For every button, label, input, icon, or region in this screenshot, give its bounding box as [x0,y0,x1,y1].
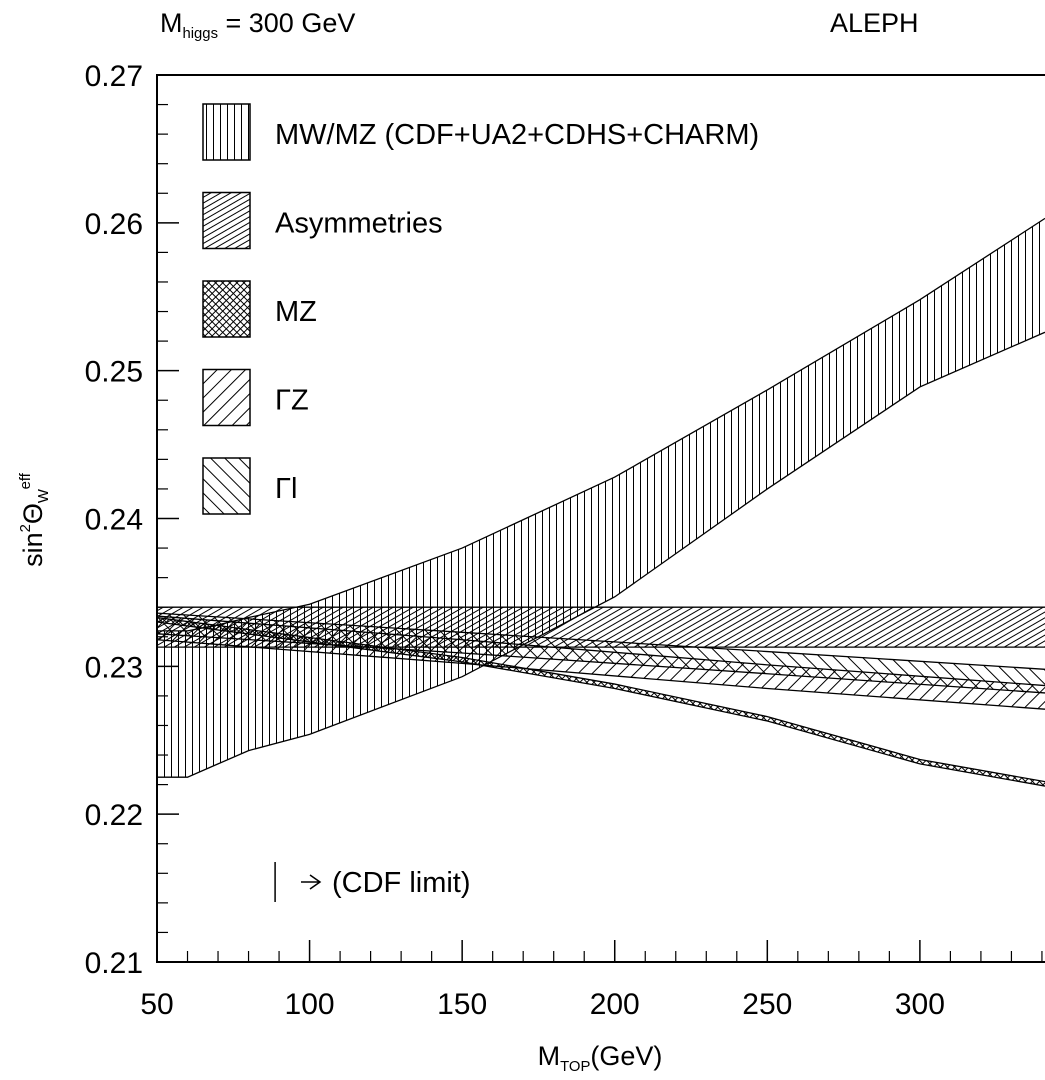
y-tick-label: 0.25 [85,356,143,389]
x-tick-label: 150 [437,988,487,1021]
y-tick-label: 0.26 [85,208,143,241]
band [157,617,1045,787]
x-axis-label-part: (GeV) [590,1041,662,1071]
legend-label: MW/MZ (CDF+UA2+CDHS+CHARM) [275,119,759,151]
arrow [301,874,322,890]
band-lower-edge [157,639,1045,710]
y-axis-label-part: Θ [18,503,48,524]
x-tick-label: 200 [590,988,640,1021]
x-tick-label: 100 [285,988,335,1021]
x-axis-label-part: TOP [560,1059,590,1075]
legend-swatch [202,457,251,515]
legend-label: Asymmetries [275,208,443,240]
band-lower-edge [157,621,1045,787]
plot-area [157,217,1045,787]
y-tick-label: 0.27 [85,60,143,93]
legend-swatch [202,280,251,338]
legend-label: Γl [275,473,297,505]
x-axis-label-part: M [538,1041,561,1071]
annotation-label: (CDF limit) [332,867,471,899]
x-tick-label: 300 [895,988,945,1021]
band-upper-edge [157,612,1045,670]
y-axis-label: sin2ΘWeff [18,472,52,567]
experiment-label: ALEPH [830,8,919,38]
legend-label: MZ [275,296,317,328]
y-tick-label: 0.24 [85,504,143,537]
y-axis-label-part: W [36,489,52,503]
chart-title-part: M [160,8,183,38]
chart-title: Mhiggs = 300 GeV [160,8,355,42]
y-tick-label: 0.21 [85,947,143,980]
band-upper-edge [157,616,1045,783]
y-tick-label: 0.22 [85,799,143,832]
legend-swatch [202,368,251,427]
y-axis-label-part: 2 [18,524,34,532]
chart-title-part: = 300 GeV [218,8,355,38]
legend-label: ΓZ [275,385,309,417]
band [157,613,1045,693]
chart-title-part: higgs [183,26,219,42]
band-lower-edge [157,331,1045,778]
x-axis-label: MTOP(GeV) [538,1041,663,1075]
y-tick-label: 0.23 [85,651,143,684]
band-lower-edge [157,633,1045,694]
x-tick-label: 250 [742,988,792,1021]
x-tick-label: 50 [140,988,173,1021]
legend-swatch [202,103,251,161]
legend-swatch [202,191,251,250]
y-axis-label-part: sin [18,532,48,567]
y-axis-label-part: eff [18,472,34,489]
